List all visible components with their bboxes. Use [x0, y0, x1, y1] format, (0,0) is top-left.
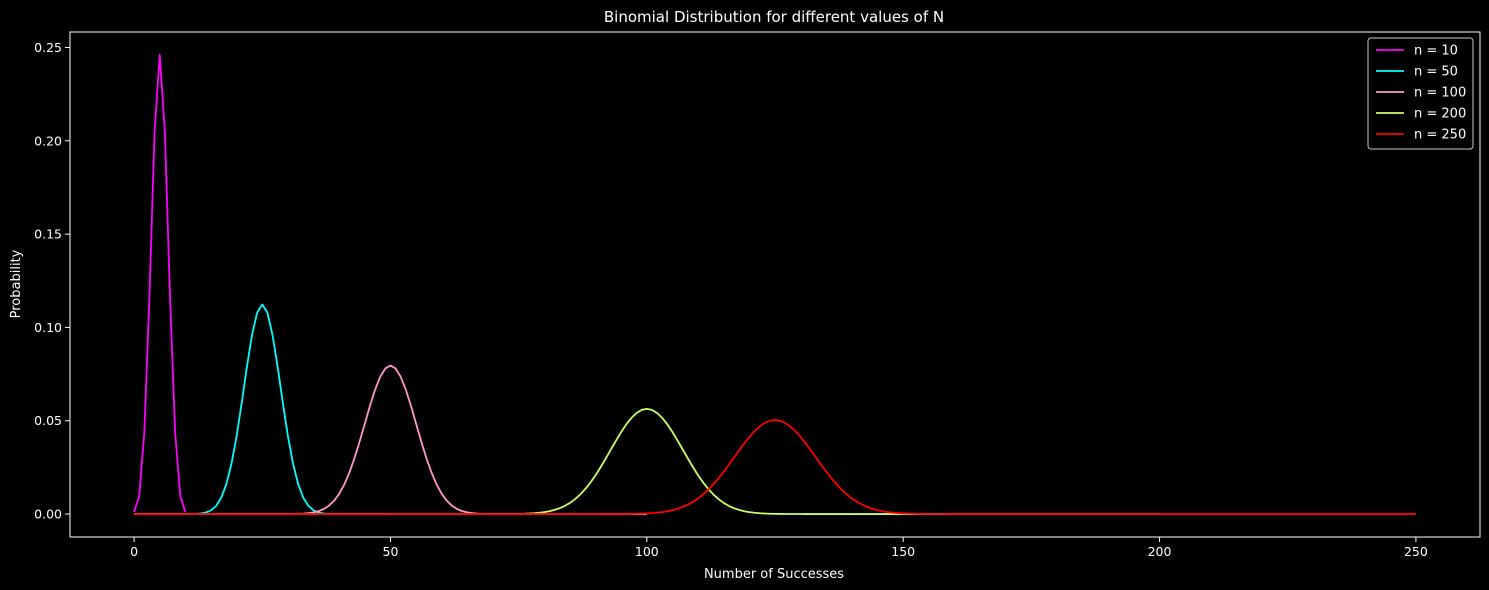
legend-label: n = 250 — [1414, 128, 1466, 143]
legend-label: n = 100 — [1414, 86, 1466, 101]
y-tick-label: 0.25 — [34, 40, 62, 55]
axes-frame — [69, 31, 1481, 538]
legend[interactable]: n = 10 n = 50 n = 100 n = 200 n = 250 — [1367, 37, 1474, 150]
legend-box — [1367, 37, 1474, 150]
x-tick-label: 200 — [1148, 544, 1172, 559]
series-line-n-250 — [134, 419, 1416, 515]
x-tick-label: 250 — [1404, 544, 1428, 559]
x-tick-label: 50 — [383, 544, 399, 559]
series-line-n-10 — [133, 53, 187, 513]
x-axis: 0 50 100 150 200 250 — [130, 537, 1428, 559]
y-axis-label: Probability — [9, 249, 24, 318]
legend-label: n = 10 — [1414, 44, 1458, 59]
y-tick-label: 0.15 — [34, 227, 62, 242]
chart-title: Binomial Distribution for different valu… — [604, 8, 944, 26]
y-tick-label: 0.05 — [34, 413, 62, 428]
y-tick-label: 0.00 — [34, 507, 62, 522]
x-axis-label: Number of Successes — [704, 567, 844, 582]
legend-label: n = 200 — [1414, 107, 1466, 122]
plot-area — [133, 53, 1416, 515]
x-tick-label: 100 — [635, 544, 659, 559]
y-tick-label: 0.20 — [34, 133, 62, 148]
legend-label: n = 50 — [1414, 65, 1458, 80]
x-tick-label: 0 — [130, 544, 138, 559]
y-axis: 0.00 0.05 0.10 0.15 0.20 0.25 — [34, 40, 70, 522]
x-tick-label: 150 — [891, 544, 915, 559]
y-tick-label: 0.10 — [34, 320, 62, 335]
